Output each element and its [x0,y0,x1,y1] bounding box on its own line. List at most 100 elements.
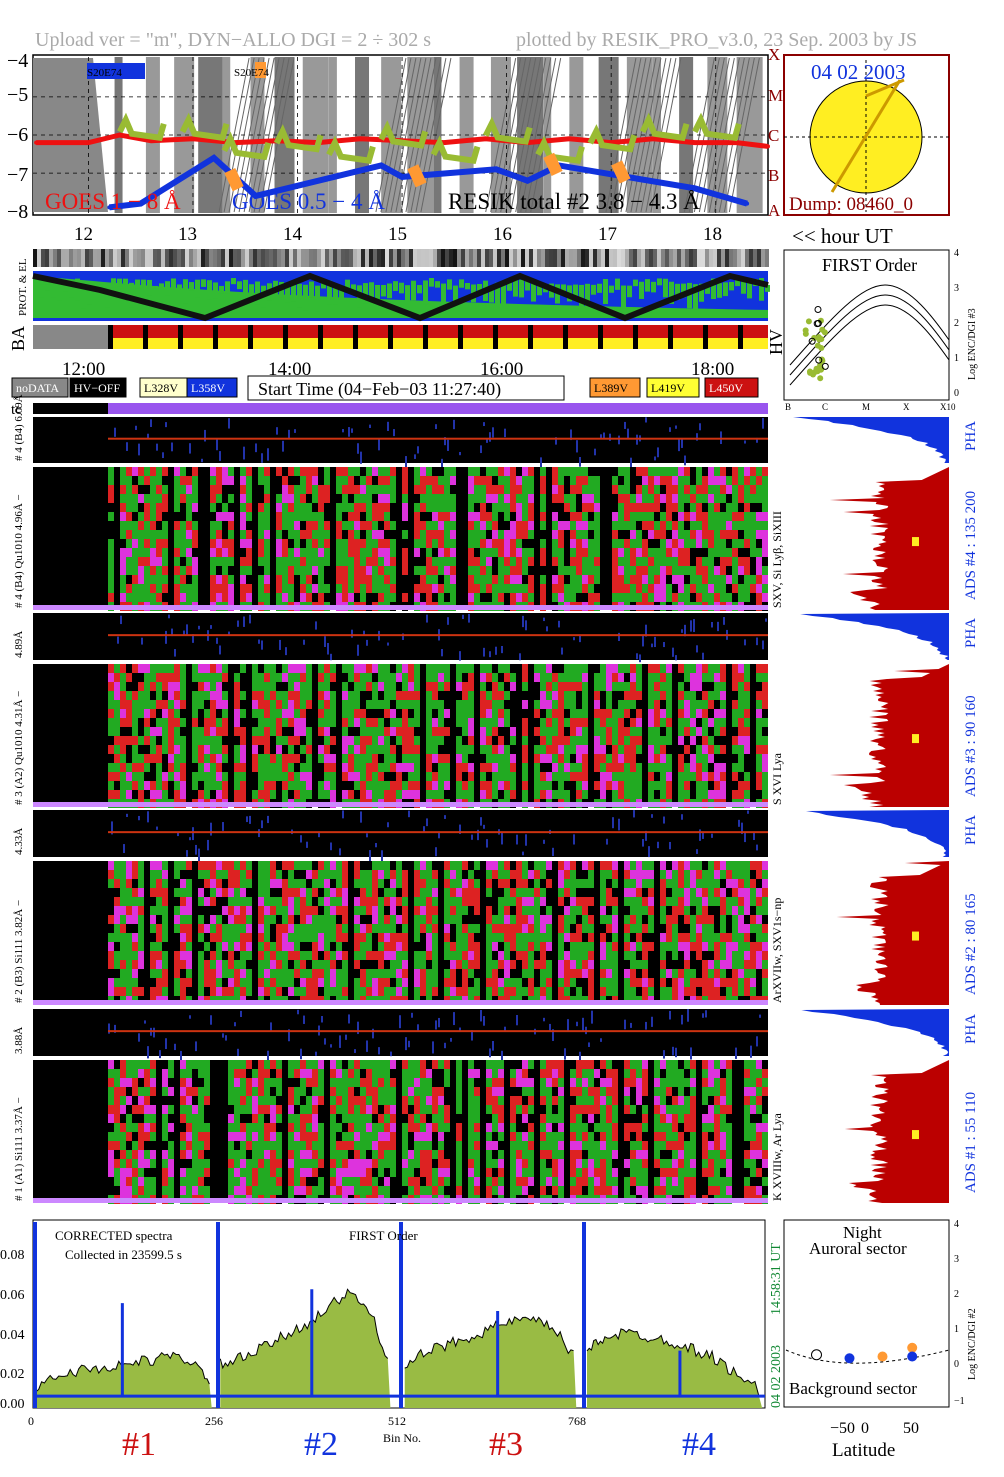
main-cell [174,772,180,781]
main-cell [396,933,402,942]
pha-cell [141,637,143,645]
main-cell [504,888,510,897]
main-cell [594,691,600,700]
main-cell [438,530,444,539]
main-cell [222,736,228,745]
main-cell [378,566,384,575]
main-cell [480,512,486,521]
el-cell [277,249,281,267]
main-cell [492,566,498,575]
main-cell [696,512,702,521]
main-cell [582,978,588,987]
main-cell [360,539,366,548]
main-cell [540,539,546,548]
main-cell [510,485,516,494]
main-cell [150,530,156,539]
main-cell [594,503,600,512]
main-cell [288,682,294,691]
main-cell [762,494,768,503]
main-cell [132,476,138,485]
main-cell [294,727,300,736]
main-cell [744,548,750,557]
main-cell [114,888,120,897]
pha-cell [120,615,122,625]
main-cell [384,691,390,700]
main-cell [222,467,228,476]
main-cell [594,790,600,799]
prot-green-cell [651,281,656,293]
el-cell [85,249,89,267]
main-cell [276,512,282,521]
main-cell [132,709,138,718]
main-cell [174,987,180,996]
main-cell [264,987,270,996]
main-cell [750,494,756,503]
main-cell [360,870,366,879]
main-cell [480,476,486,485]
main-cell [342,691,348,700]
el-cell [45,249,49,267]
pha-cell [570,429,572,441]
main-cell [480,700,486,709]
pha-cell [744,832,746,843]
main-cell [264,494,270,503]
el-cell [465,249,469,267]
main-cell [762,512,768,521]
main-cell [516,485,522,494]
legend-label-6: L450V [709,381,743,395]
pha-cell [243,616,245,627]
main-cell [204,951,210,960]
main-cell [186,861,192,870]
main-cell [468,790,474,799]
main-cell [498,548,504,557]
main-cell [306,530,312,539]
main-cell [708,503,714,512]
el-cell [677,249,681,267]
main-cell [222,485,228,494]
main-cell [582,861,588,870]
main-cell [120,987,126,996]
main-cell [156,539,162,548]
main-cell [336,476,342,485]
pha-cell [177,832,179,837]
el-cell [477,249,481,267]
main-cell [294,682,300,691]
main-cell [162,924,168,933]
main-cell [240,718,246,727]
main-cell [210,673,216,682]
main-cell [402,978,408,987]
main-cell [720,593,726,602]
main-cell [438,664,444,673]
pha-cell [579,635,581,643]
main-cell [162,754,168,763]
main-cell [426,575,432,584]
main-cell [276,494,282,503]
main-cell [510,960,516,969]
main-cell [504,673,510,682]
fo-ytick-1: 1 [954,353,959,364]
pha-cell [651,643,653,648]
main-cell [684,790,690,799]
main-cell [132,494,138,503]
main-cell [564,575,570,584]
main-cell [114,987,120,996]
main-cell [498,485,504,494]
main-cell [360,682,366,691]
main-cell [324,969,330,978]
main-cell [294,584,300,593]
main-cell [690,700,696,709]
main-cell [132,485,138,494]
main-cell [312,933,318,942]
main-cell [264,960,270,969]
main-cell [210,476,216,485]
main-cell [108,709,114,718]
main-cell [240,978,246,987]
main-cell [288,530,294,539]
main-cell [270,888,276,897]
main-cell [162,763,168,772]
main-cell [588,879,594,888]
main-cell [660,593,666,602]
main-cell [144,718,150,727]
main-cell [282,736,288,745]
main-cell [384,969,390,978]
